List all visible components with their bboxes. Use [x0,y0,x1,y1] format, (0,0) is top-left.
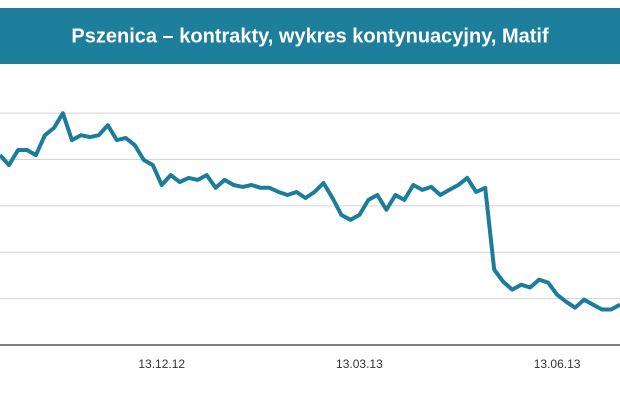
title-bar [0,8,620,64]
x-tick-label: 13.03.13 [336,357,383,371]
line [0,111,620,312]
x-tick-label: 13.06.13 [534,357,581,371]
chart-title: Pszenica – kontrakty, wykres kontynuacyj… [71,25,549,47]
x-tick-label: 13.12.12 [138,357,185,371]
